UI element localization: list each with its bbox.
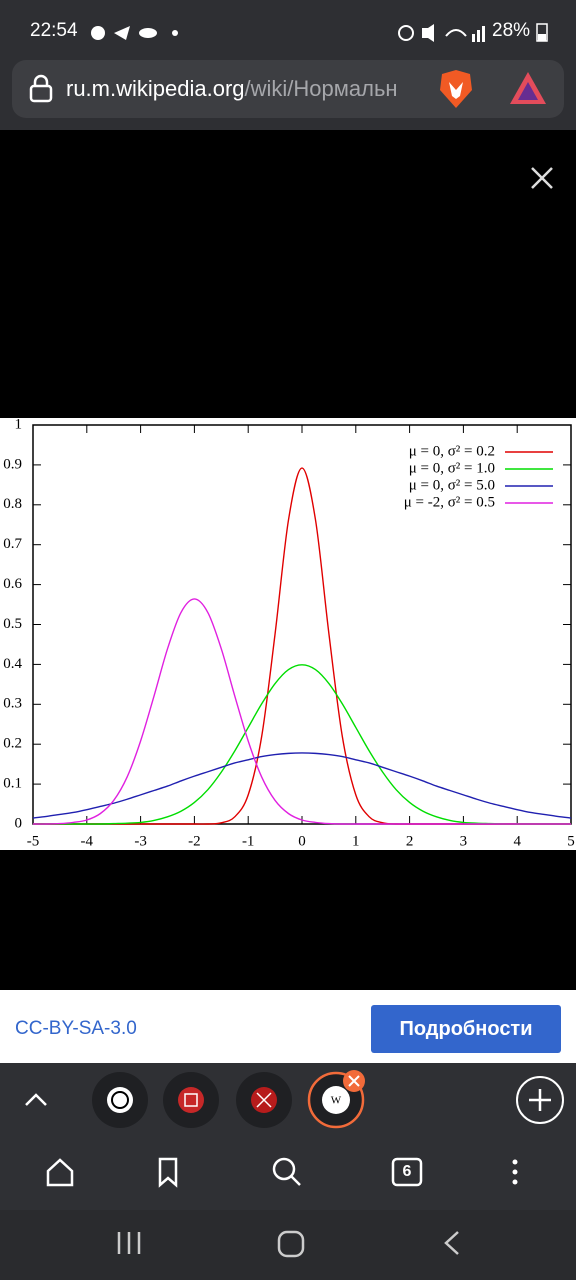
- x-tick-label: -1: [242, 833, 255, 849]
- home-nav-button[interactable]: [277, 1230, 305, 1258]
- y-tick-label: 0: [15, 815, 23, 831]
- status-icons: [91, 26, 178, 40]
- series-line: [33, 467, 571, 825]
- series-line: [32, 752, 572, 819]
- x-tick-label: 3: [460, 833, 468, 849]
- x-tick-label: -3: [134, 833, 147, 849]
- recents-button[interactable]: [117, 1232, 141, 1254]
- x-tick-label: -2: [188, 833, 201, 849]
- y-tick-label: 0.5: [3, 616, 22, 632]
- url-domain: ru.m.wikipedia.org: [66, 76, 245, 101]
- details-button[interactable]: Подробности: [371, 1005, 561, 1053]
- legend-label: μ = 0, σ² = 5.0: [409, 477, 495, 493]
- x-tick-label: 4: [513, 833, 521, 849]
- tab-count: 6: [402, 1163, 412, 1180]
- x-tick-label: -4: [81, 833, 94, 849]
- x-tick-label: 2: [406, 833, 414, 849]
- system-nav-icons: [117, 1230, 459, 1258]
- svg-text:W: W: [331, 1095, 342, 1107]
- home-button[interactable]: [46, 1158, 74, 1187]
- status-battery: 28%: [492, 20, 531, 41]
- y-tick-label: 1: [15, 418, 23, 432]
- status-icons-right: [398, 24, 485, 42]
- y-tick-label: 0.2: [3, 736, 22, 752]
- y-tick-label: 0.8: [3, 496, 22, 512]
- legend-label: μ = 0, σ² = 1.0: [409, 460, 495, 476]
- search-button[interactable]: [272, 1157, 296, 1181]
- x-tick-label: 5: [567, 833, 575, 849]
- collapse-button[interactable]: [25, 1093, 47, 1106]
- status-time: 22:54: [30, 20, 78, 41]
- x-tick-label: -5: [27, 833, 40, 849]
- chart: 0 0.1 0.2 0.3 0.4 0.5 0.6 0.7 0.8 0.9 1 -5 -4 -3 -2 -1 0…: [0, 418, 576, 850]
- bat-icon[interactable]: [508, 70, 548, 106]
- next-arrow[interactable]: [518, 616, 544, 650]
- battery-icon: [536, 23, 548, 42]
- legend-label: μ = -2, σ² = 0.5: [404, 494, 495, 510]
- tabs-button[interactable]: [391, 1157, 423, 1187]
- y-tick-label: 0.7: [3, 536, 22, 552]
- back-button[interactable]: [444, 1231, 459, 1255]
- menu-button[interactable]: [512, 1159, 518, 1165]
- y-tick-label: 0.1: [3, 776, 22, 792]
- license-link[interactable]: CC-BY-SA-3.0: [15, 1018, 137, 1039]
- url[interactable]: ru.m.wikipedia.org/wiki/Нормальн: [66, 76, 422, 102]
- prev-arrow[interactable]: [32, 616, 58, 650]
- new-tab-button[interactable]: [516, 1076, 564, 1124]
- lock-icon: [29, 74, 53, 103]
- y-tick-label: 0.4: [3, 656, 22, 672]
- y-tick-label: 0.3: [3, 696, 22, 712]
- brave-icon[interactable]: [436, 68, 476, 110]
- bookmark-button[interactable]: [158, 1157, 178, 1188]
- legend-label: μ = 0, σ² = 0.2: [409, 443, 495, 459]
- y-tick-label: 0.6: [3, 576, 22, 592]
- x-tick-label: 0: [298, 833, 306, 849]
- system-nav-bar: [0, 1210, 576, 1280]
- x-tick-label: 1: [352, 833, 360, 849]
- close-button[interactable]: [528, 164, 556, 192]
- address-bar[interactable]: [12, 60, 564, 118]
- series-line: [32, 598, 571, 825]
- y-tick-label: 0.9: [3, 456, 22, 472]
- url-path: /wiki/Нормальн: [244, 76, 398, 101]
- toolbar-icons: W: [25, 1070, 564, 1188]
